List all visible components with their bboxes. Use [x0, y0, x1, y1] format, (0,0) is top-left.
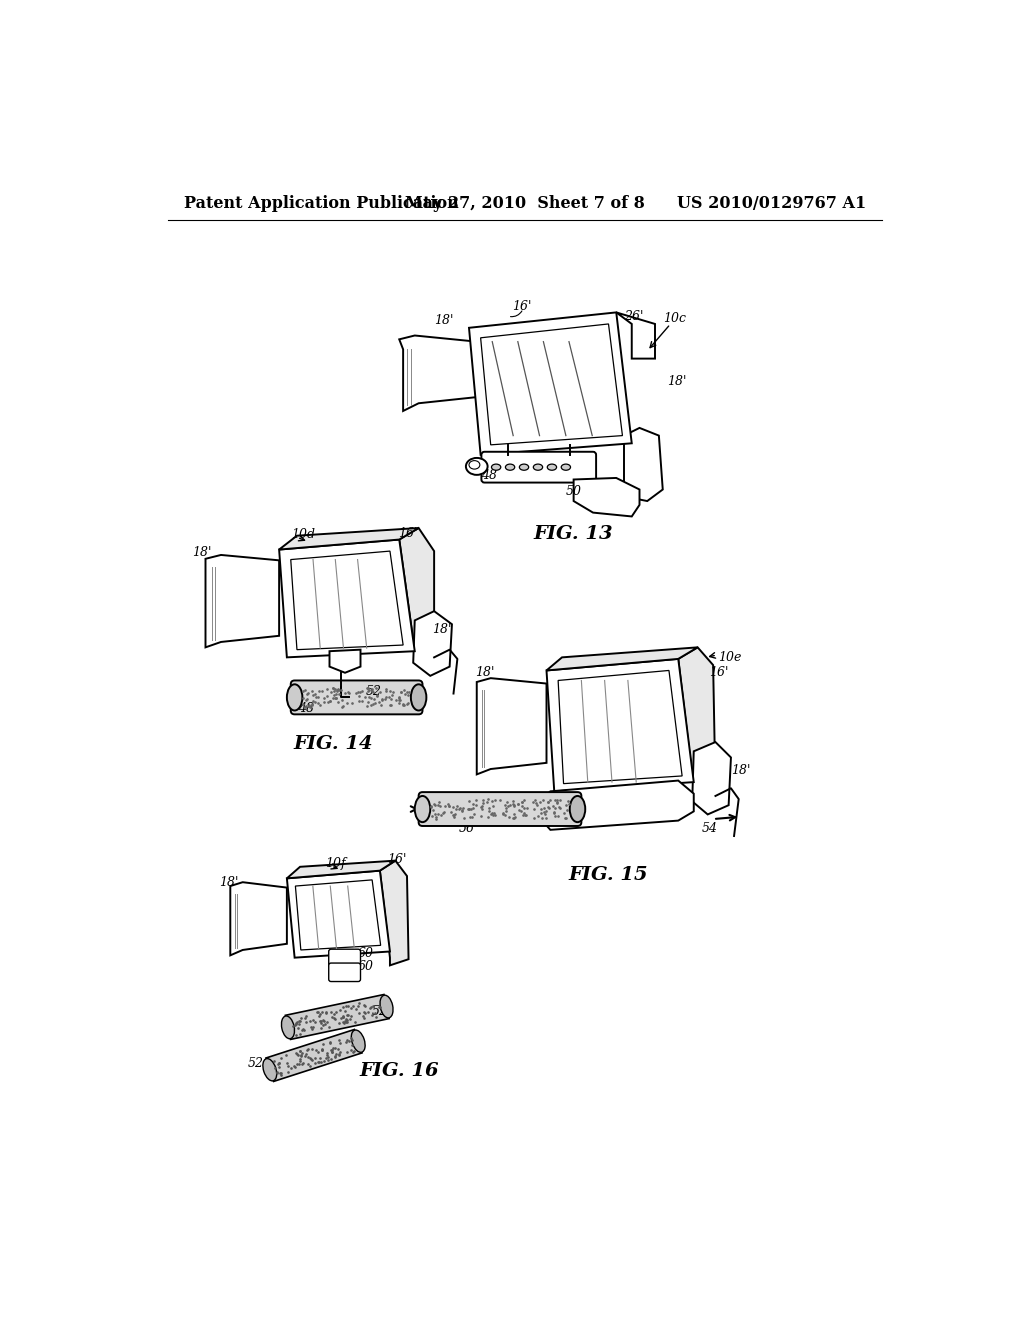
Polygon shape [399, 528, 434, 657]
Text: 60: 60 [357, 946, 374, 960]
Polygon shape [547, 659, 693, 792]
Text: FIG. 16: FIG. 16 [359, 1061, 439, 1080]
Text: 56: 56 [459, 822, 475, 834]
Polygon shape [330, 649, 360, 673]
FancyBboxPatch shape [329, 964, 360, 982]
Polygon shape [539, 780, 693, 830]
Polygon shape [414, 611, 452, 676]
Text: 10f: 10f [326, 857, 346, 870]
Text: FIG. 15: FIG. 15 [568, 866, 648, 883]
Ellipse shape [534, 465, 543, 470]
Text: 10c: 10c [663, 312, 686, 325]
Ellipse shape [263, 1059, 276, 1081]
Polygon shape [399, 335, 477, 411]
FancyBboxPatch shape [481, 451, 596, 483]
Polygon shape [286, 994, 389, 1039]
Polygon shape [678, 647, 716, 796]
Polygon shape [287, 861, 395, 878]
Ellipse shape [466, 458, 487, 475]
Text: 16': 16' [397, 527, 417, 540]
Text: 18': 18' [434, 314, 454, 326]
Ellipse shape [547, 465, 557, 470]
Polygon shape [692, 742, 731, 814]
Text: 18': 18' [667, 375, 686, 388]
Polygon shape [295, 880, 381, 950]
Polygon shape [477, 678, 547, 775]
Ellipse shape [411, 684, 426, 710]
Ellipse shape [380, 995, 393, 1018]
Text: 16': 16' [512, 300, 531, 313]
FancyBboxPatch shape [291, 681, 423, 714]
Text: 16': 16' [388, 853, 407, 866]
Text: 16': 16' [710, 667, 729, 680]
Text: 50: 50 [566, 484, 582, 498]
Text: 60: 60 [357, 961, 374, 973]
Polygon shape [558, 671, 682, 784]
Text: 48: 48 [299, 702, 314, 714]
Polygon shape [573, 478, 640, 516]
Polygon shape [291, 552, 403, 649]
Ellipse shape [351, 1030, 366, 1052]
Text: 52: 52 [372, 1005, 388, 1018]
Polygon shape [380, 861, 409, 965]
Polygon shape [280, 528, 419, 549]
Text: 48: 48 [480, 469, 497, 482]
Ellipse shape [519, 465, 528, 470]
Text: 18': 18' [731, 764, 751, 777]
Polygon shape [616, 313, 655, 359]
Polygon shape [266, 1030, 362, 1081]
Polygon shape [287, 871, 390, 958]
FancyBboxPatch shape [329, 949, 360, 968]
Polygon shape [206, 554, 280, 647]
Ellipse shape [469, 461, 480, 469]
Polygon shape [230, 882, 287, 956]
Text: FIG. 14: FIG. 14 [294, 735, 373, 752]
Text: 54: 54 [701, 822, 718, 834]
Text: 18': 18' [219, 875, 238, 888]
Ellipse shape [561, 465, 570, 470]
Text: 26': 26' [624, 310, 643, 323]
Text: 18': 18' [475, 667, 495, 680]
Ellipse shape [282, 1016, 295, 1039]
FancyBboxPatch shape [419, 792, 582, 826]
Polygon shape [480, 323, 623, 445]
Text: May 27, 2010  Sheet 7 of 8: May 27, 2010 Sheet 7 of 8 [404, 194, 645, 211]
Text: 18': 18' [432, 623, 452, 636]
Ellipse shape [506, 465, 515, 470]
Ellipse shape [569, 796, 586, 822]
Text: FIG. 13: FIG. 13 [534, 525, 613, 543]
Text: 52: 52 [366, 685, 382, 698]
Polygon shape [547, 647, 697, 671]
Text: 52: 52 [248, 1056, 264, 1069]
Polygon shape [280, 540, 415, 657]
Text: 10e: 10e [719, 651, 742, 664]
Text: US 2010/0129767 A1: US 2010/0129767 A1 [677, 194, 866, 211]
Polygon shape [624, 428, 663, 502]
Ellipse shape [492, 465, 501, 470]
Ellipse shape [415, 796, 430, 822]
Text: 18': 18' [193, 546, 212, 560]
Ellipse shape [287, 684, 302, 710]
Text: 10d: 10d [291, 528, 314, 541]
Text: 58: 58 [621, 744, 636, 758]
Polygon shape [469, 313, 632, 455]
Text: Patent Application Publication: Patent Application Publication [183, 194, 459, 211]
